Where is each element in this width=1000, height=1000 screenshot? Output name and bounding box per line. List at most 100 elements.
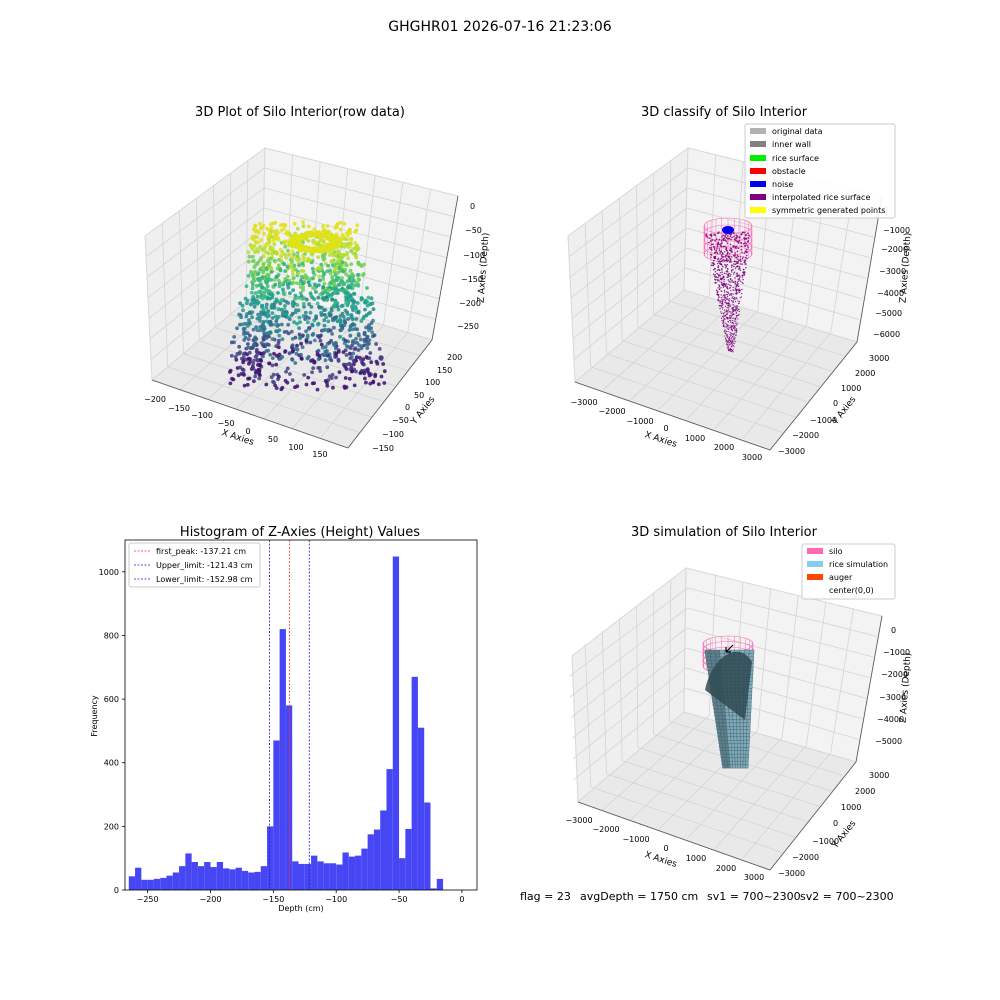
scatter-point	[359, 264, 364, 268]
surface-cell	[723, 750, 727, 755]
interpolated-point	[745, 238, 748, 240]
interpolated-point	[720, 250, 722, 253]
interpolated-point	[729, 260, 731, 263]
interpolated-point	[717, 231, 720, 234]
legend-swatch-inner-wall	[750, 141, 766, 147]
scatter-point	[286, 232, 291, 237]
interpolated-point	[737, 242, 740, 244]
interpolated-point	[705, 234, 708, 237]
interpolated-point	[726, 296, 729, 298]
interpolated-point	[717, 299, 719, 301]
scatter-point	[258, 325, 263, 329]
scatter-point	[328, 268, 333, 273]
scatter-point	[274, 251, 279, 256]
panel1-xtick: 150	[312, 450, 327, 459]
legend-label-rice-sim: rice simulation	[829, 560, 888, 569]
panel1-xtick: 0	[245, 427, 250, 436]
grid-line	[147, 207, 264, 299]
interpolated-point	[739, 263, 742, 265]
scatter-point	[294, 308, 298, 312]
scatter-point	[266, 274, 271, 279]
interpolated-point	[735, 291, 737, 293]
interpolated-point	[729, 298, 731, 300]
interpolated-point	[735, 322, 737, 324]
scatter-point	[297, 315, 302, 320]
scatter-point	[333, 225, 338, 230]
scatter-point	[285, 274, 290, 279]
scatter-point	[236, 373, 241, 378]
interpolated-point	[738, 277, 741, 279]
scatter-point	[244, 284, 249, 289]
legend-label-silo: silo	[829, 547, 843, 556]
footer-sv1: sv1 = 700~2300	[707, 890, 801, 903]
scatter-point	[332, 237, 336, 242]
scatter-point	[228, 370, 232, 374]
scatter-point	[342, 222, 347, 226]
scatter-point	[317, 274, 322, 279]
scatter-point	[286, 331, 291, 336]
interpolated-point	[737, 255, 740, 258]
scatter-point	[312, 286, 317, 291]
scatter-point	[283, 269, 287, 273]
scatter-point	[256, 300, 261, 305]
scatter-point	[336, 283, 341, 287]
interpolated-point	[720, 312, 723, 314]
scatter-point	[311, 332, 316, 336]
interpolated-point	[723, 278, 725, 281]
scatter-point	[342, 253, 347, 258]
hist-bar	[197, 866, 205, 890]
footer-status: flag = 23 avgDepth = 1750 cm sv1 = 700~2…	[520, 890, 894, 903]
interpolated-point	[717, 241, 720, 244]
interpolated-point	[725, 333, 727, 335]
scatter-point	[346, 317, 350, 321]
surface-cell	[743, 726, 747, 731]
scatter-point	[346, 339, 350, 344]
interpolated-point	[723, 291, 726, 293]
surface-cell	[734, 747, 738, 751]
scatter-point	[311, 276, 315, 281]
panel2-ytick: 3000	[869, 354, 889, 363]
surface-cell	[740, 764, 744, 769]
interpolated-point	[729, 305, 731, 308]
hist-bar	[248, 872, 255, 890]
scatter-point	[246, 345, 251, 350]
interpolated-point	[731, 340, 734, 342]
panel1-ytick: 150	[437, 366, 452, 375]
scatter-point	[363, 376, 367, 381]
interpolated-point	[723, 329, 726, 331]
scatter-point	[256, 312, 260, 317]
scatter-point	[335, 261, 339, 266]
scatter-point	[350, 327, 355, 332]
scatter-point	[241, 308, 245, 313]
surface-cell	[740, 740, 744, 744]
interpolated-point	[705, 233, 708, 235]
interpolated-point	[733, 308, 735, 311]
surface-cell	[735, 764, 739, 769]
scatter-point	[256, 240, 260, 245]
interpolated-point	[730, 285, 732, 287]
interpolated-point	[714, 239, 716, 242]
surface-cell	[706, 663, 712, 668]
interpolated-point	[725, 309, 728, 311]
scatter-point	[270, 293, 275, 297]
scatter-point	[301, 301, 306, 306]
interpolated-point	[710, 253, 712, 256]
scatter-point	[272, 380, 276, 385]
surface-cell	[732, 719, 737, 724]
grid-line	[245, 160, 249, 302]
scatter-point	[343, 320, 348, 325]
scatter-point	[264, 302, 269, 307]
surface-cell	[745, 760, 749, 765]
surface-cell	[725, 743, 729, 748]
surface-cell	[726, 729, 731, 734]
scatter-point	[256, 249, 261, 254]
interpolated-point	[716, 251, 718, 254]
scatter-point	[293, 293, 298, 298]
scatter-point	[303, 310, 308, 315]
surface-cell	[730, 729, 734, 734]
interpolated-point	[710, 264, 713, 267]
interpolated-point	[729, 338, 731, 340]
scatter-point	[320, 345, 325, 350]
interpolated-point	[730, 324, 732, 326]
footer-flag: flag = 23	[520, 890, 571, 903]
